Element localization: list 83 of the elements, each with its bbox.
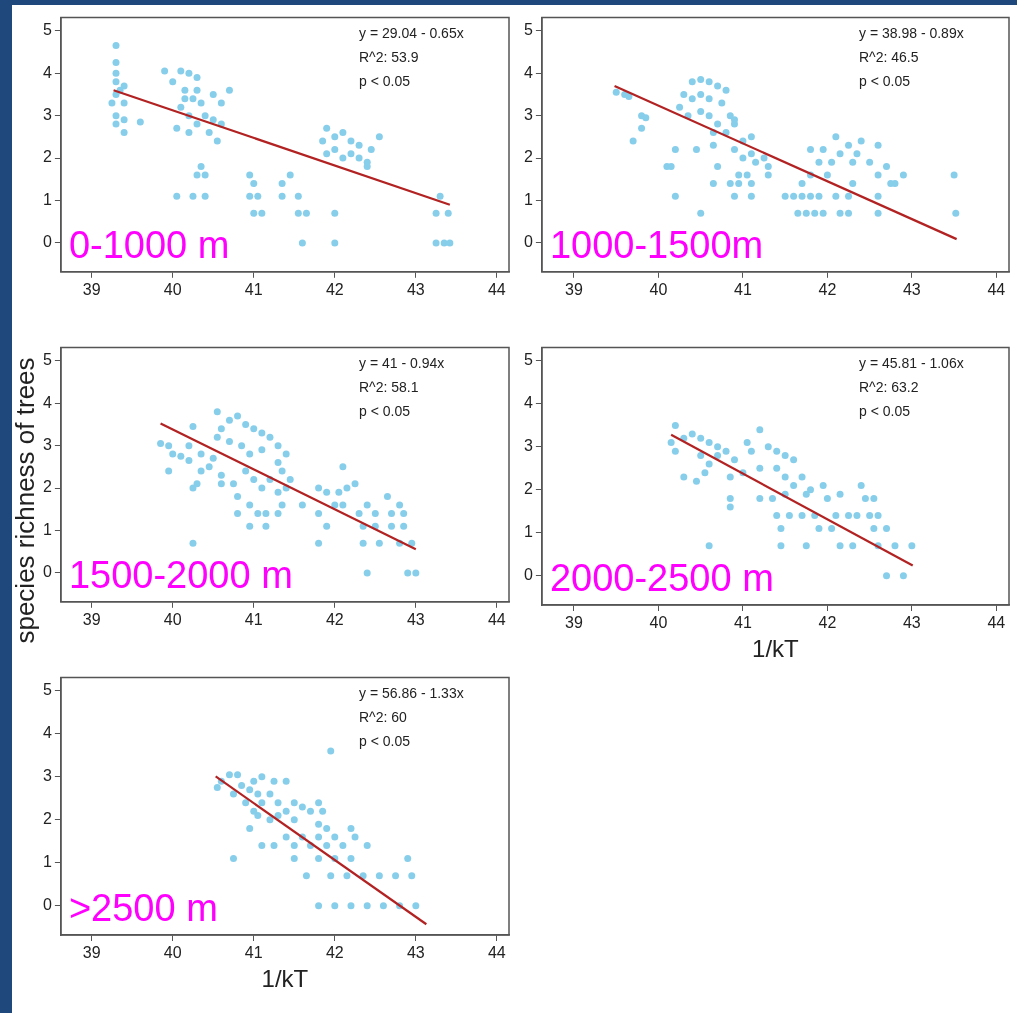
y-tick-label: 2 xyxy=(42,478,52,496)
annotation: y = 45.81 - 1.06x xyxy=(859,355,964,372)
x-tick-label: 41 xyxy=(244,610,263,628)
y-tick-label: 2 xyxy=(523,480,533,498)
y-tick-label: 1 xyxy=(523,523,533,541)
x-tick-label: 44 xyxy=(487,610,506,628)
x-tick-label: 44 xyxy=(487,280,506,298)
x-tick-label: 42 xyxy=(325,280,344,298)
x-tick-label: 44 xyxy=(987,280,1006,298)
x-tick-label: 43 xyxy=(406,944,425,962)
x-axis-title: 1/kT xyxy=(261,965,309,993)
y-tick-label: 0 xyxy=(42,233,52,251)
annotation: >2500 m xyxy=(68,887,218,929)
y-tick-label: 1 xyxy=(42,853,52,871)
annotation: R^2: 60 xyxy=(359,709,408,726)
y-tick-label: 1 xyxy=(42,190,52,208)
y-tick-label: 2 xyxy=(42,810,52,828)
y-tick-label: 1 xyxy=(523,190,533,208)
y-tick-label: 5 xyxy=(523,351,533,369)
annotation: R^2: 58.1 xyxy=(359,379,419,396)
x-tick-label: 42 xyxy=(818,614,837,632)
x-tick-label: 42 xyxy=(325,610,344,628)
annotation: R^2: 46.5 xyxy=(859,49,919,66)
x-tick-label: 43 xyxy=(406,610,425,628)
y-tick-label: 5 xyxy=(42,21,52,39)
y-tick-label: 3 xyxy=(42,767,52,785)
annotation: 2000-2500 m xyxy=(549,557,774,599)
annotation: y = 41 - 0.94x xyxy=(359,355,445,372)
x-tick-label: 43 xyxy=(406,280,425,298)
x-tick-label: 39 xyxy=(82,610,101,628)
y-tick-label: 3 xyxy=(42,436,52,454)
x-tick-label: 39 xyxy=(82,280,101,298)
y-tick-label: 4 xyxy=(42,393,52,411)
y-tick-label: 5 xyxy=(523,21,533,39)
annotation: 1000-1500m xyxy=(549,223,764,266)
annotation: 0-1000 m xyxy=(68,223,230,266)
x-tick-label: 41 xyxy=(734,280,752,298)
x-axis-title: 1/kT xyxy=(752,635,800,663)
y-tick-label: 4 xyxy=(523,63,533,81)
y-tick-label: 5 xyxy=(42,351,52,369)
x-tick-label: 41 xyxy=(244,944,263,962)
x-tick-label: 42 xyxy=(818,280,837,298)
y-tick-label: 1 xyxy=(42,520,52,538)
y-tick-label: 2 xyxy=(42,148,52,166)
y-tick-label: 4 xyxy=(42,724,52,742)
y-tick-label: 5 xyxy=(42,681,52,699)
x-tick-label: 40 xyxy=(163,944,182,962)
annotation: p < 0.05 xyxy=(359,403,411,420)
y-tick-label: 0 xyxy=(523,566,533,584)
x-tick-label: 41 xyxy=(244,280,263,298)
annotation: y = 38.98 - 0.89x xyxy=(859,25,964,42)
y-tick-label: 4 xyxy=(523,394,533,412)
x-tick-label: 39 xyxy=(565,614,583,632)
y-axis-title: species richness of trees xyxy=(9,356,41,644)
annotation: 1500-2000 m xyxy=(68,553,293,596)
annotation: p < 0.05 xyxy=(859,403,911,420)
x-tick-label: 43 xyxy=(902,280,921,298)
annotation: p < 0.05 xyxy=(359,73,411,90)
x-tick-label: 43 xyxy=(902,614,921,632)
x-tick-label: 44 xyxy=(487,944,506,962)
y-tick-label: 0 xyxy=(42,896,52,914)
annotation: y = 56.86 - 1.33x xyxy=(359,685,464,702)
y-tick-label: 3 xyxy=(523,106,533,124)
annotation: R^2: 53.9 xyxy=(359,49,419,66)
x-tick-label: 44 xyxy=(987,614,1006,632)
x-tick-label: 41 xyxy=(734,614,752,632)
y-tick-label: 3 xyxy=(42,106,52,124)
y-tick-label: 2 xyxy=(523,148,533,166)
x-tick-label: 40 xyxy=(163,610,182,628)
y-tick-label: 0 xyxy=(523,233,533,251)
y-tick-label: 0 xyxy=(42,563,52,581)
x-tick-label: 40 xyxy=(649,280,668,298)
y-tick-label: 3 xyxy=(523,437,533,455)
annotation: p < 0.05 xyxy=(359,733,411,750)
y-tick-label: 4 xyxy=(42,63,52,81)
x-tick-label: 39 xyxy=(82,944,101,962)
x-tick-label: 40 xyxy=(649,614,668,632)
x-tick-label: 42 xyxy=(325,944,344,962)
annotation: p < 0.05 xyxy=(859,73,911,90)
x-tick-label: 40 xyxy=(163,280,182,298)
annotation: y = 29.04 - 0.65x xyxy=(359,25,464,42)
x-tick-label: 39 xyxy=(565,280,583,298)
annotation: R^2: 63.2 xyxy=(859,379,919,396)
